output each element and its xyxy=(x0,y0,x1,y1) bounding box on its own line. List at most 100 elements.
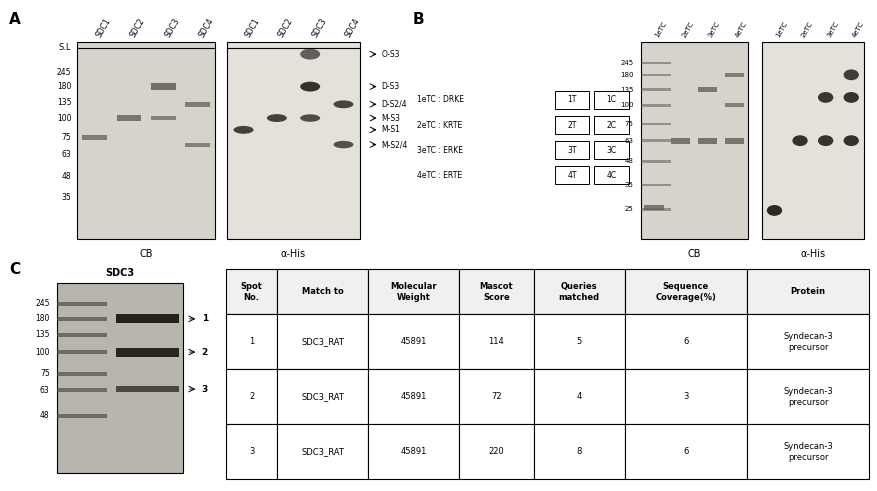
Ellipse shape xyxy=(766,205,781,216)
Bar xyxy=(226,424,277,479)
Bar xyxy=(746,424,868,479)
Bar xyxy=(151,83,175,90)
Bar xyxy=(624,314,746,369)
Text: 1eTC : DRKE: 1eTC : DRKE xyxy=(417,95,464,105)
Ellipse shape xyxy=(300,49,320,59)
Bar xyxy=(226,369,277,424)
Text: 5: 5 xyxy=(576,337,581,347)
Text: 4: 4 xyxy=(576,392,581,401)
Bar xyxy=(697,87,717,92)
Bar xyxy=(459,424,533,479)
Text: 135: 135 xyxy=(57,98,71,107)
Text: 1eTC: 1eTC xyxy=(653,21,667,39)
Text: Spot
No.: Spot No. xyxy=(240,282,262,302)
Bar xyxy=(533,369,624,424)
Bar xyxy=(724,137,743,144)
Text: 3: 3 xyxy=(202,384,208,394)
Text: 100: 100 xyxy=(35,348,50,356)
Text: SDC3: SDC3 xyxy=(163,16,182,39)
Text: 3: 3 xyxy=(249,447,254,456)
Bar xyxy=(116,314,179,324)
Text: SDC3_RAT: SDC3_RAT xyxy=(301,337,344,347)
Text: Protein: Protein xyxy=(790,287,824,297)
Bar xyxy=(77,42,215,239)
Text: 220: 220 xyxy=(488,447,503,456)
Text: M-S3: M-S3 xyxy=(381,113,400,123)
Bar xyxy=(594,90,628,109)
Bar xyxy=(644,205,663,210)
Bar xyxy=(56,350,107,355)
Text: A: A xyxy=(9,12,20,27)
Bar xyxy=(367,269,459,314)
Text: 45891: 45891 xyxy=(400,337,426,347)
Text: SDC1: SDC1 xyxy=(243,16,261,39)
Bar xyxy=(459,314,533,369)
Bar xyxy=(640,139,670,142)
Bar xyxy=(640,123,670,125)
Ellipse shape xyxy=(843,92,858,103)
Bar xyxy=(554,115,588,135)
Bar xyxy=(226,269,277,314)
Bar xyxy=(594,140,628,160)
Text: Match to: Match to xyxy=(302,287,343,297)
Bar xyxy=(459,369,533,424)
Text: Queries
matched: Queries matched xyxy=(558,282,599,302)
Bar xyxy=(640,62,670,64)
Text: 63: 63 xyxy=(624,137,633,144)
Text: Syndecan-3
precursor: Syndecan-3 precursor xyxy=(782,442,832,462)
Text: 2: 2 xyxy=(249,392,254,401)
Text: 3C: 3C xyxy=(606,145,616,155)
Text: 135: 135 xyxy=(35,330,50,339)
Text: 1eTC: 1eTC xyxy=(774,21,788,39)
Text: 4C: 4C xyxy=(606,170,616,180)
Text: D-S2/4: D-S2/4 xyxy=(381,100,406,109)
Bar xyxy=(533,424,624,479)
Bar xyxy=(185,142,210,147)
Text: 135: 135 xyxy=(620,86,633,92)
Text: 2eTC : KRTE: 2eTC : KRTE xyxy=(417,120,462,130)
Text: 75: 75 xyxy=(61,133,71,142)
Text: Mascot
Score: Mascot Score xyxy=(479,282,513,302)
Text: 3T: 3T xyxy=(567,145,576,155)
Bar xyxy=(533,269,624,314)
Bar xyxy=(56,372,107,376)
Text: Sequence
Coverage(%): Sequence Coverage(%) xyxy=(654,282,716,302)
Text: 6: 6 xyxy=(682,447,688,456)
Bar xyxy=(277,424,367,479)
Text: 2: 2 xyxy=(202,348,208,356)
Text: 35: 35 xyxy=(624,182,633,188)
Text: 72: 72 xyxy=(490,392,501,401)
Bar xyxy=(56,317,107,321)
Bar xyxy=(56,302,107,306)
Bar xyxy=(640,88,670,91)
Text: 180: 180 xyxy=(57,82,71,91)
Text: 114: 114 xyxy=(488,337,503,347)
Text: 45891: 45891 xyxy=(400,447,426,456)
Text: 2T: 2T xyxy=(567,120,576,130)
Text: 180: 180 xyxy=(619,72,633,78)
Bar xyxy=(367,424,459,479)
Bar xyxy=(761,42,863,239)
Ellipse shape xyxy=(300,82,320,91)
Text: 245: 245 xyxy=(57,68,71,78)
Ellipse shape xyxy=(817,135,832,146)
Text: 4T: 4T xyxy=(567,170,576,180)
Bar xyxy=(594,115,628,135)
Bar xyxy=(746,369,868,424)
Ellipse shape xyxy=(233,126,253,134)
Text: SDC3_RAT: SDC3_RAT xyxy=(301,447,344,456)
Text: 48: 48 xyxy=(40,411,50,420)
Text: 4eTC : ERTE: 4eTC : ERTE xyxy=(417,170,462,180)
Bar xyxy=(594,165,628,185)
Ellipse shape xyxy=(843,135,858,146)
Bar xyxy=(724,103,743,107)
Text: 245: 245 xyxy=(620,60,633,66)
Text: 63: 63 xyxy=(39,385,50,394)
Bar xyxy=(116,385,179,392)
Bar xyxy=(624,369,746,424)
Text: C: C xyxy=(9,263,20,277)
Bar xyxy=(533,314,624,369)
Ellipse shape xyxy=(333,100,353,108)
Text: SDC3: SDC3 xyxy=(310,16,328,39)
Text: 75: 75 xyxy=(39,369,50,379)
